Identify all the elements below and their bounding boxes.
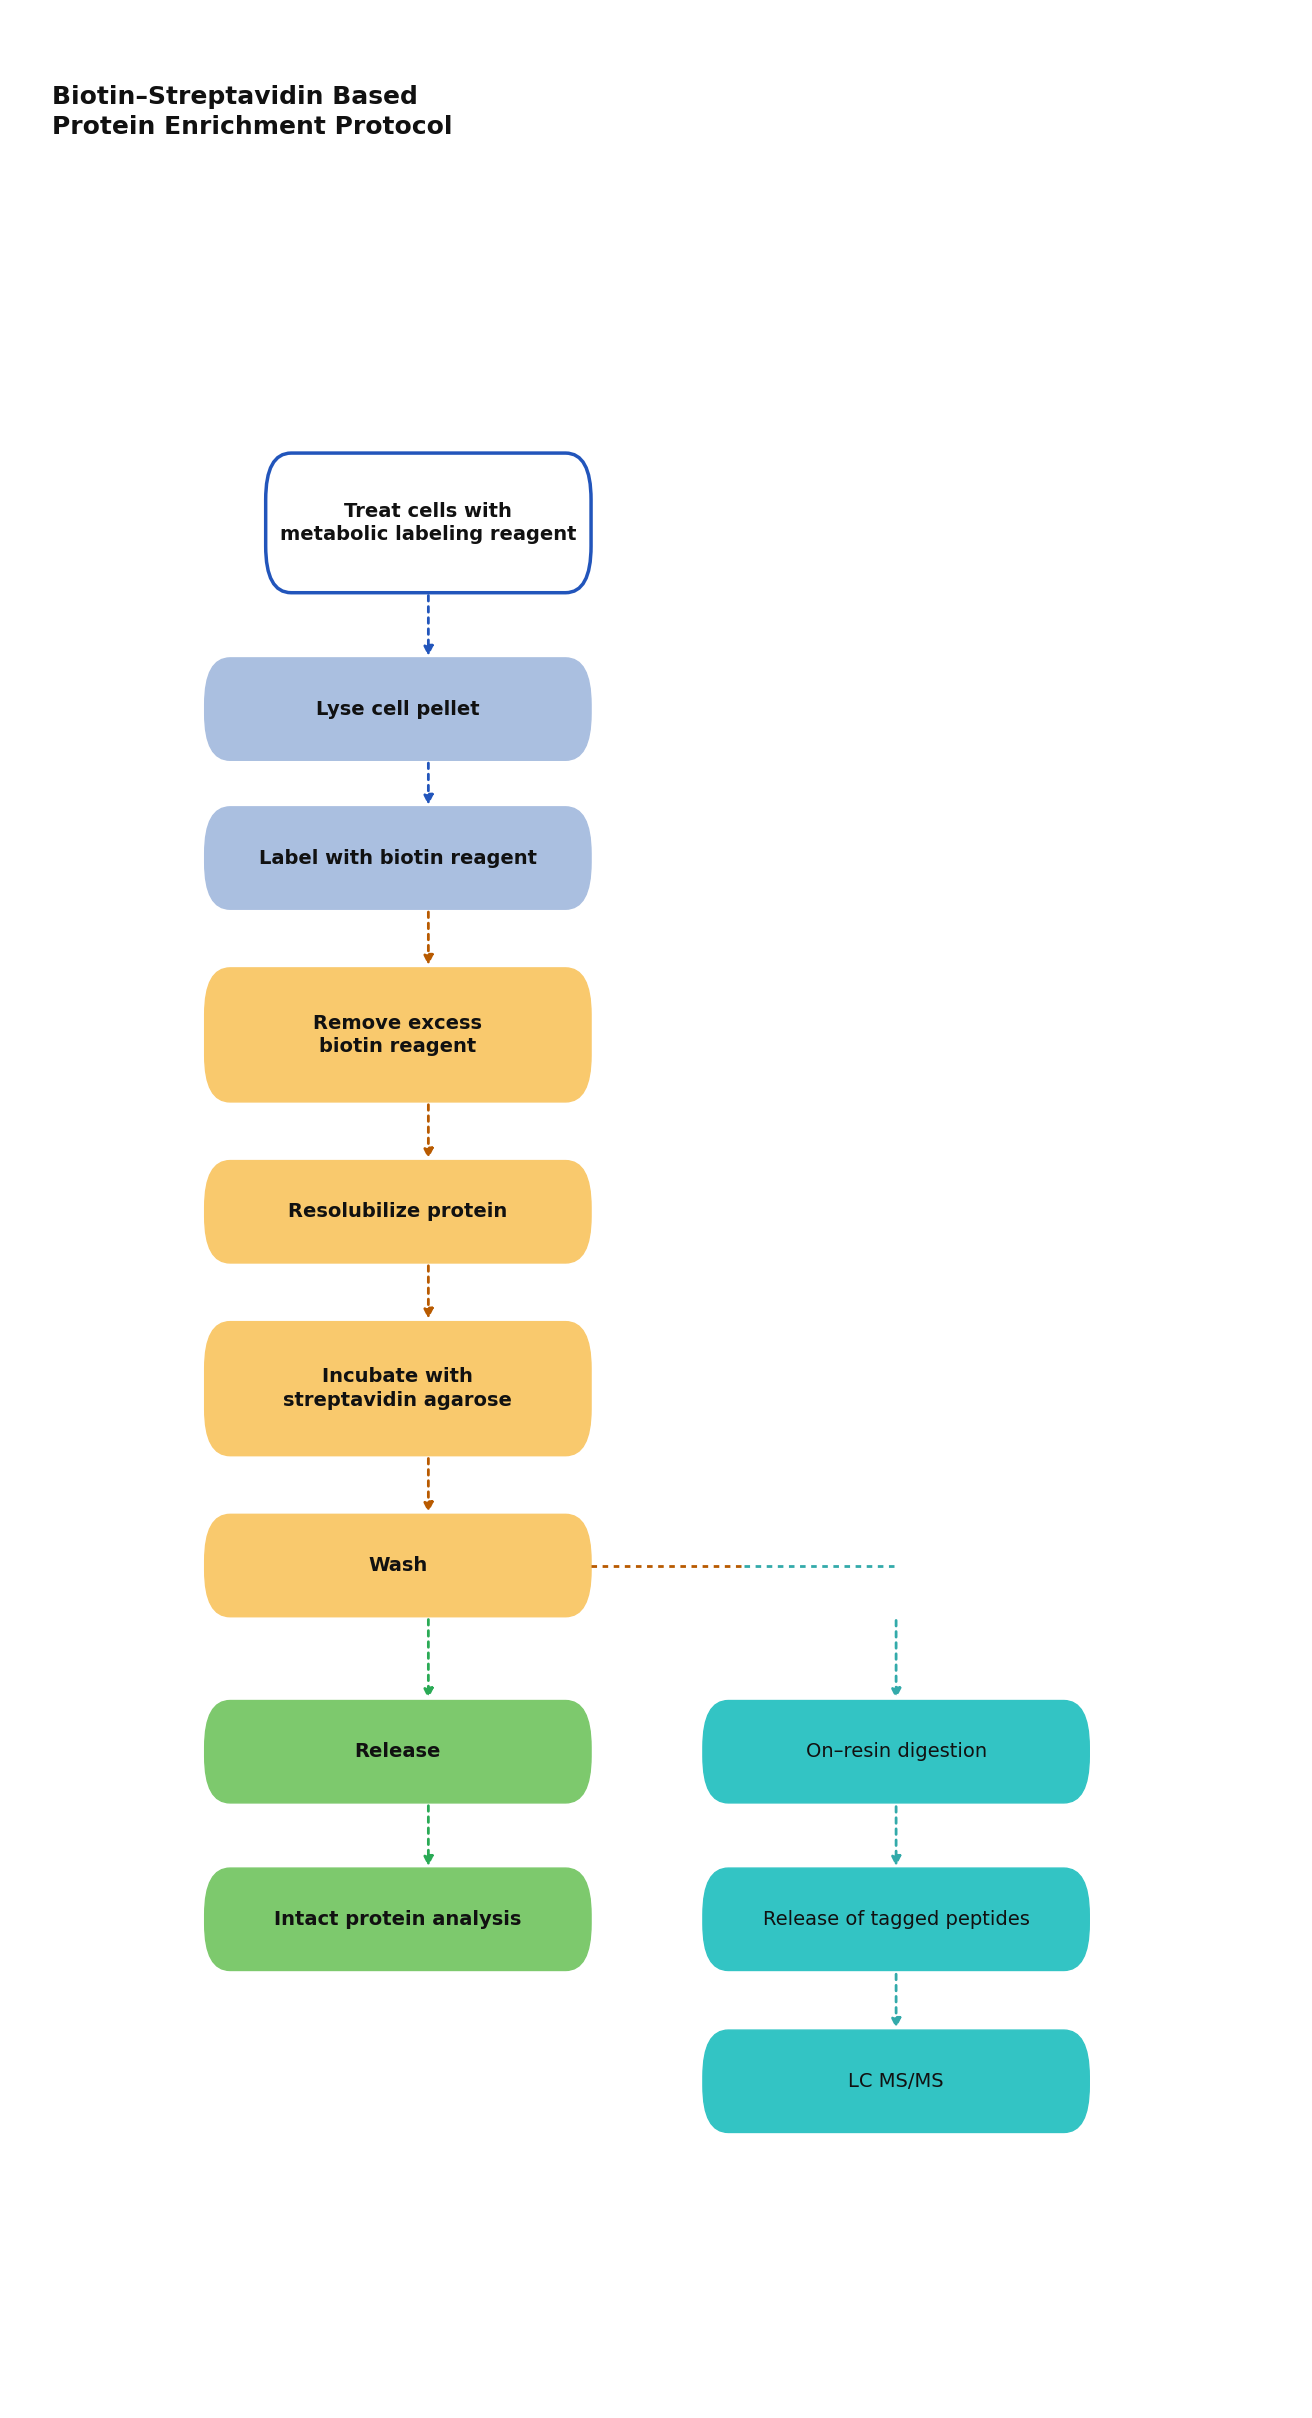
FancyBboxPatch shape (205, 1514, 592, 1618)
FancyBboxPatch shape (205, 1869, 592, 1971)
FancyBboxPatch shape (205, 1323, 592, 1456)
Text: Treat cells with
metabolic labeling reagent: Treat cells with metabolic labeling reag… (281, 501, 576, 544)
Text: Remove excess
biotin reagent: Remove excess biotin reagent (314, 1013, 483, 1057)
FancyBboxPatch shape (703, 1869, 1089, 1971)
Text: Incubate with
streptavidin agarose: Incubate with streptavidin agarose (283, 1369, 512, 1410)
FancyBboxPatch shape (205, 1161, 592, 1262)
Text: Intact protein analysis: Intact protein analysis (274, 1910, 522, 1930)
FancyBboxPatch shape (703, 2031, 1089, 2133)
Text: Release: Release (354, 1743, 441, 1760)
FancyBboxPatch shape (205, 658, 592, 759)
Text: On–resin digestion: On–resin digestion (806, 1743, 987, 1760)
Text: Resolubilize protein: Resolubilize protein (289, 1202, 508, 1221)
FancyBboxPatch shape (205, 967, 592, 1103)
FancyBboxPatch shape (265, 452, 592, 592)
FancyBboxPatch shape (205, 808, 592, 909)
Text: Label with biotin reagent: Label with biotin reagent (258, 849, 537, 868)
Text: Release of tagged peptides: Release of tagged peptides (762, 1910, 1030, 1930)
Text: Biotin–Streptavidin Based
Protein Enrichment Protocol: Biotin–Streptavidin Based Protein Enrich… (52, 85, 453, 140)
Text: Wash: Wash (369, 1557, 428, 1574)
FancyBboxPatch shape (703, 1700, 1089, 1804)
Text: Lyse cell pellet: Lyse cell pellet (316, 699, 480, 718)
FancyBboxPatch shape (205, 1700, 592, 1804)
Text: LC MS/MS: LC MS/MS (849, 2072, 943, 2092)
